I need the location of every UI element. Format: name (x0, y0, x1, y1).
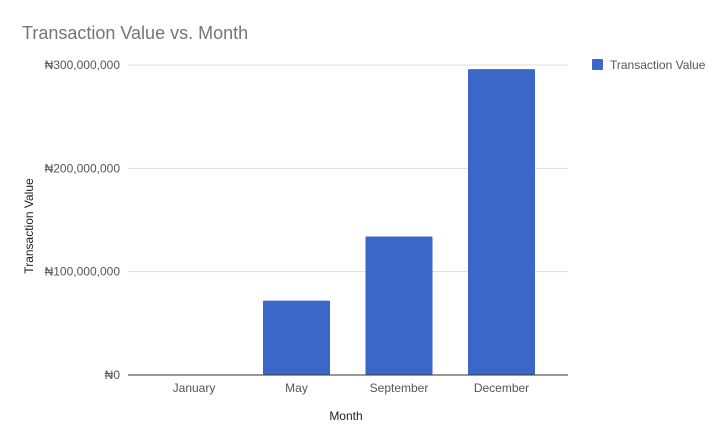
x-axis-label: Month (329, 409, 362, 423)
legend[interactable]: Transaction Value (592, 58, 706, 72)
y-tick-label: ₦0 (105, 368, 121, 382)
y-tick-label: ₦200,000,000 (45, 161, 121, 175)
bar-may[interactable] (263, 300, 330, 375)
y-axis-label: Transaction Value (22, 178, 36, 274)
y-tick-label: ₦300,000,000 (45, 58, 121, 72)
x-tick-label: December (474, 381, 529, 395)
y-tick-label: ₦100,000,000 (45, 265, 121, 279)
chart-title: Transaction Value vs. Month (22, 23, 248, 43)
legend-swatch (592, 59, 603, 70)
x-tick-label: September (370, 381, 429, 395)
bar-september[interactable] (365, 236, 433, 375)
legend-label: Transaction Value (610, 58, 706, 72)
x-tick-label: January (173, 381, 216, 395)
bar-december[interactable] (468, 69, 535, 375)
x-tick-label: May (285, 381, 308, 395)
